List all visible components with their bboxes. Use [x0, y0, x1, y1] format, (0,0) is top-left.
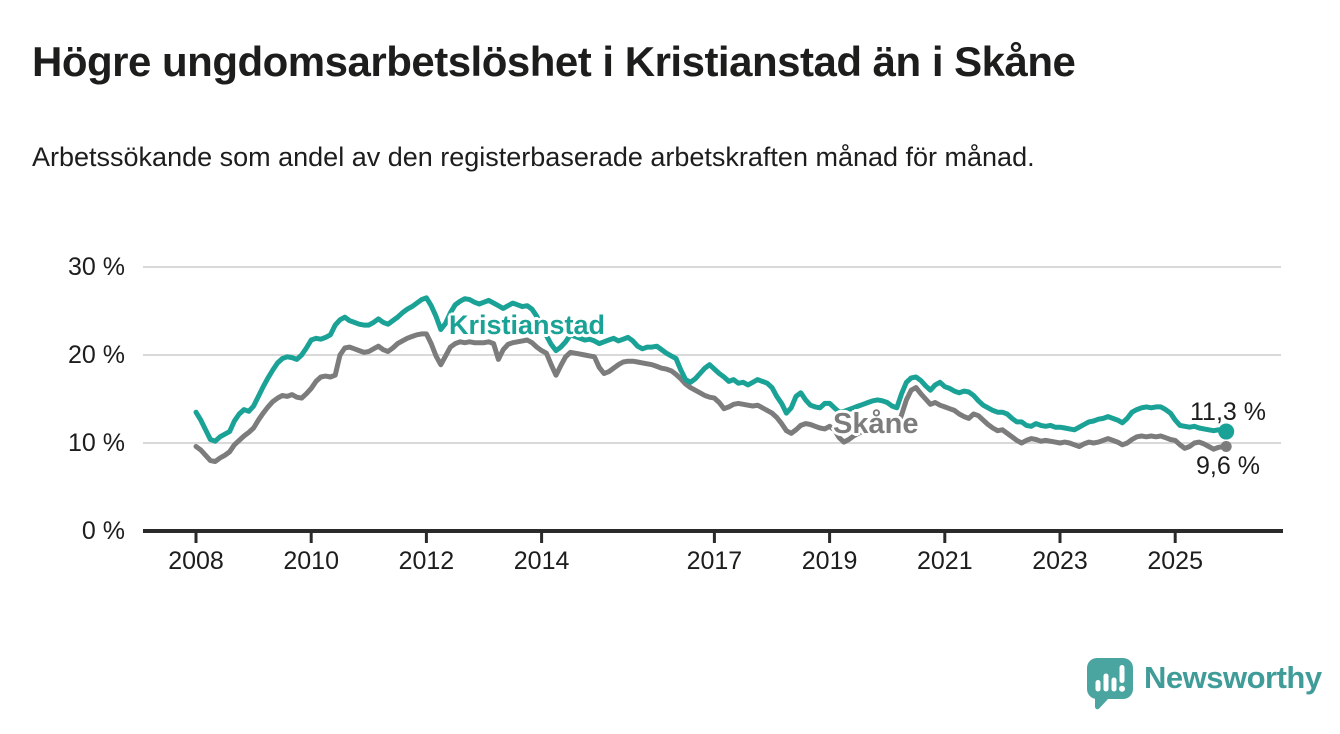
kristianstad-line [193, 295, 1226, 444]
newsworthy-brand: Newsworthy [1085, 656, 1322, 712]
end-value-kristianstad: 11,3 % [1190, 398, 1266, 426]
brand-name: Newsworthy [1144, 660, 1322, 695]
x-axis-label: 2014 [513, 547, 570, 575]
end-value-skane: 9,6 % [1196, 452, 1260, 480]
x-axis-label: 2008 [168, 547, 224, 575]
x-axis-label: 2017 [686, 547, 743, 575]
chart-subtitle: Arbetssökande som andel av den registerb… [32, 142, 1035, 172]
x-axis-label: 2025 [1147, 547, 1203, 575]
series-label-kristianstad: Kristianstad [449, 310, 606, 340]
chart-title: Högre ungdomsarbetslöshet i Kristianstad… [32, 38, 1076, 85]
y-axis-label: 30 % [68, 253, 125, 281]
newsworthy-logo-icon [1087, 658, 1133, 710]
y-axis-label: 0 % [81, 517, 125, 545]
x-axis-label: 2012 [398, 547, 455, 575]
x-axis-label: 2010 [283, 547, 339, 575]
skne-line [193, 331, 1226, 464]
series-label-skane: Skåne [833, 408, 919, 440]
kristianstad-end-dot [1218, 423, 1235, 440]
y-axis-label: 20 % [68, 341, 125, 369]
x-axis-label: 2021 [916, 547, 973, 575]
skne-end-dot [1220, 441, 1232, 453]
y-axis-label: 10 % [68, 429, 125, 457]
x-axis-label: 2019 [801, 547, 858, 575]
x-axis-label: 2023 [1032, 547, 1088, 575]
